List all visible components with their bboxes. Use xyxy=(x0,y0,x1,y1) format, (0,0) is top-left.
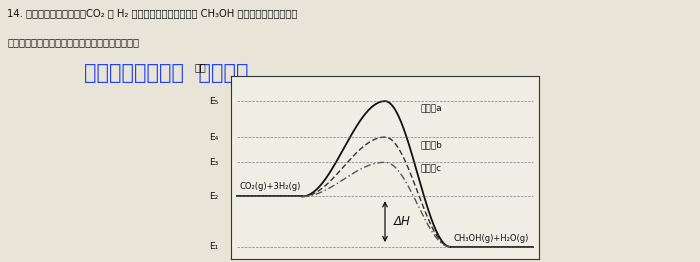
Text: E₃: E₃ xyxy=(209,158,218,167)
Text: E₂: E₂ xyxy=(209,192,218,201)
Text: E₅: E₅ xyxy=(209,97,218,106)
X-axis label: 反应过程: 反应过程 xyxy=(373,261,397,262)
Text: CO₂(g)+3H₂(g): CO₂(g)+3H₂(g) xyxy=(240,182,301,191)
Text: 偒化剂b: 偒化剂b xyxy=(421,141,442,150)
Text: 偒化剂c: 偒化剂c xyxy=(421,164,442,173)
Text: 保的有效方法，其反应过程的能量变化如图所示。: 保的有效方法，其反应过程的能量变化如图所示。 xyxy=(7,37,139,47)
Text: 微信公众号关注：  趣找答案: 微信公众号关注： 趣找答案 xyxy=(84,63,248,83)
Text: 能量: 能量 xyxy=(195,62,206,72)
Text: 偒化剂a: 偒化剂a xyxy=(421,105,442,114)
Text: E₁: E₁ xyxy=(209,242,218,251)
Text: E₄: E₄ xyxy=(209,133,218,142)
Text: CH₃OH(g)+H₂O(g): CH₃OH(g)+H₂O(g) xyxy=(453,234,528,243)
Text: ΔH: ΔH xyxy=(394,215,411,228)
Text: 14. 科学家经过研究发现，CO₂ 与 H₂ 在偒化剂作用下可转化成 CH₃OH 燃料，是一种减排、环: 14. 科学家经过研究发现，CO₂ 与 H₂ 在偒化剂作用下可转化成 CH₃OH… xyxy=(7,8,298,18)
